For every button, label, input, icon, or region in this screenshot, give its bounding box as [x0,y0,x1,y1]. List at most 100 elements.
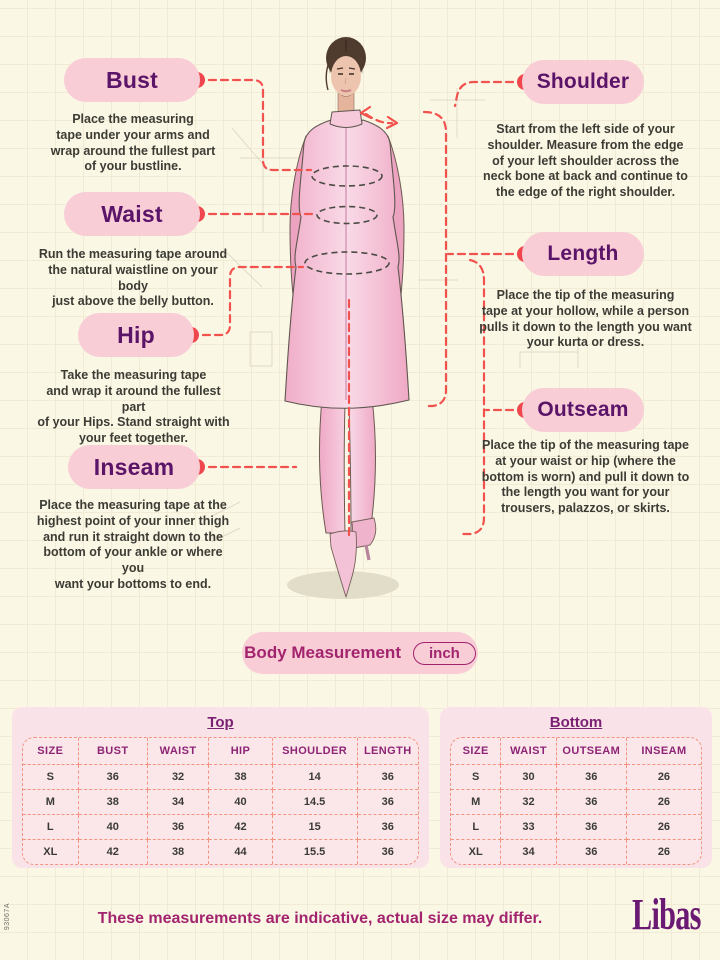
measurement-value: 34 [147,789,210,815]
left-sleeve [289,135,315,325]
measurement-value: 36 [556,789,627,815]
measurement-value: 26 [657,846,671,858]
inseam-description: Place the measuring tape at the highest … [36,498,230,591]
top-size-table: SIZE BUST WAIST HIP SHOULDER LENGTH S 36 32 38 14 3… [23,738,418,864]
bust-label: Bust [106,66,158,93]
inseam-label-pill: Inseam [68,445,200,489]
bottom-table-frame: SIZE WAIST OUTSEAM INSEAM S 30 36 26 M 32 36 26 L 33 3… [450,737,702,865]
size-label: XL [451,839,502,864]
back-heel [364,544,371,561]
size-row-m: M 38 34 40 14.5 36 [23,789,418,815]
front-shoe [329,530,357,598]
side-code: 93067A [4,903,11,931]
measurement-value: 42 [78,839,148,864]
back-shoe [351,517,377,549]
hair-strand [325,61,330,91]
size-row-s: S 30 36 26 [451,764,701,790]
shoulder-description: Start from the left side of your shoulde… [483,122,688,199]
measurement-value: 14.5 [272,789,358,815]
top-table-title: Top [207,714,234,731]
brand-logo: Libas [632,891,701,940]
size-row-xl: XL 34 36 26 [451,839,701,864]
left-hand [294,321,308,351]
measurement-value: 36 [357,764,418,790]
measurement-value: 36 [556,839,627,864]
connector-dots [183,72,533,475]
size-row-l: L 33 36 26 [451,814,701,840]
size-label: XL [23,839,79,864]
measurement-value: 38 [78,789,148,815]
length-label: Length [547,242,619,265]
bottom-size-table: SIZE WAIST OUTSEAM INSEAM S 30 36 26 M 32 36 26 L 33 3… [451,738,701,864]
header-row: SIZE WAIST OUTSEAM INSEAM [451,738,701,765]
measurement-value: 34 [500,839,557,864]
size-label: M [23,789,79,815]
size-row-xl: XL 42 38 44 15.5 36 [23,839,418,864]
measurement-value: 40 [208,789,273,815]
measurement-value: 36 [357,789,418,815]
hip-label-pill: Hip [78,313,194,357]
column-header-outseam: OUTSEAM [556,738,627,765]
hair-back [326,37,366,79]
length-line [422,110,448,408]
measurement-value: 36 [556,814,627,840]
column-header-length: LENGTH [357,738,418,765]
waist-ellipse [316,205,378,225]
shoulder-connector [453,80,527,108]
top-size-table-panel: Top SIZE BUST WAIST HIP SHOULDER LENGTH S 36 32 3… [12,707,429,868]
size-label: S [451,764,502,790]
outseam-label: Outseam [537,398,629,421]
header-row: SIZE BUST WAIST HIP SHOULDER LENGTH [23,738,418,765]
trousers [318,397,376,534]
measurement-value: 38 [208,764,273,790]
measurement-value: 26 [626,764,701,790]
connector-lines [189,78,527,537]
right-hand [386,321,400,351]
hair-front [329,40,363,74]
size-row-l: L 40 36 42 15 36 [23,814,418,840]
brows [336,67,356,70]
top-table-frame: SIZE BUST WAIST HIP SHOULDER LENGTH S 36 32 38 14 3… [22,737,419,865]
measurement-value: 26 [626,814,701,840]
face [331,56,361,96]
measurement-value: 30 [500,764,557,790]
bottom-size-table-panel: Bottom SIZE WAIST OUTSEAM INSEAM S 30 36 26 M 32 3… [440,707,712,868]
measurement-value: 36 [147,814,210,840]
measurement-value: 36 [381,846,394,858]
model-figure [284,37,410,598]
measurement-value: 26 [626,789,701,815]
column-header-hip: HIP [208,738,273,765]
inseam-label: Inseam [93,453,175,480]
collar [329,109,363,128]
column-header-shoulder: SHOULDER [272,738,358,765]
size-label: S [23,764,79,790]
column-header-size: SIZE [23,738,79,765]
measurement-value: 15 [272,814,358,840]
body-measurement-banner: Body Measurement inch [242,632,478,674]
column-header-inseam: INSEAM [626,738,701,765]
disclaimer-text: These measurements are indicative, actua… [97,910,543,927]
size-label: L [451,814,502,840]
measurement-value: 36 [556,764,627,790]
measurement-value: 42 [208,814,273,840]
length-description: Place the tip of the measuring tape at y… [479,288,692,350]
bust-description: Place the measuring tape under your arms… [50,112,216,174]
measurement-value: 32 [147,764,210,790]
column-header-waist: WAIST [500,738,557,765]
measurement-value: 14 [272,764,358,790]
waist-description: Run the measuring tape around the natura… [38,247,228,309]
floor-shadow [287,571,399,599]
shoulder-arrow-line [364,112,394,125]
size-row-s: S 36 32 38 14 36 [23,764,418,790]
measurement-value: 38 [147,839,210,864]
bottom-table-title: Bottom [549,714,603,731]
measurement-value: 40 [78,814,148,840]
measurement-value: 44 [208,839,273,864]
measurement-value: 36 [78,764,148,790]
size-label: M [451,789,502,815]
unit-chip: inch [412,641,476,665]
outseam-label-pill: Outseam [522,388,644,432]
hip-description: Take the measuring tape and wrap it arou… [37,368,230,445]
bust-ellipse [311,165,383,187]
size-row-m: M 32 36 26 [451,789,701,815]
